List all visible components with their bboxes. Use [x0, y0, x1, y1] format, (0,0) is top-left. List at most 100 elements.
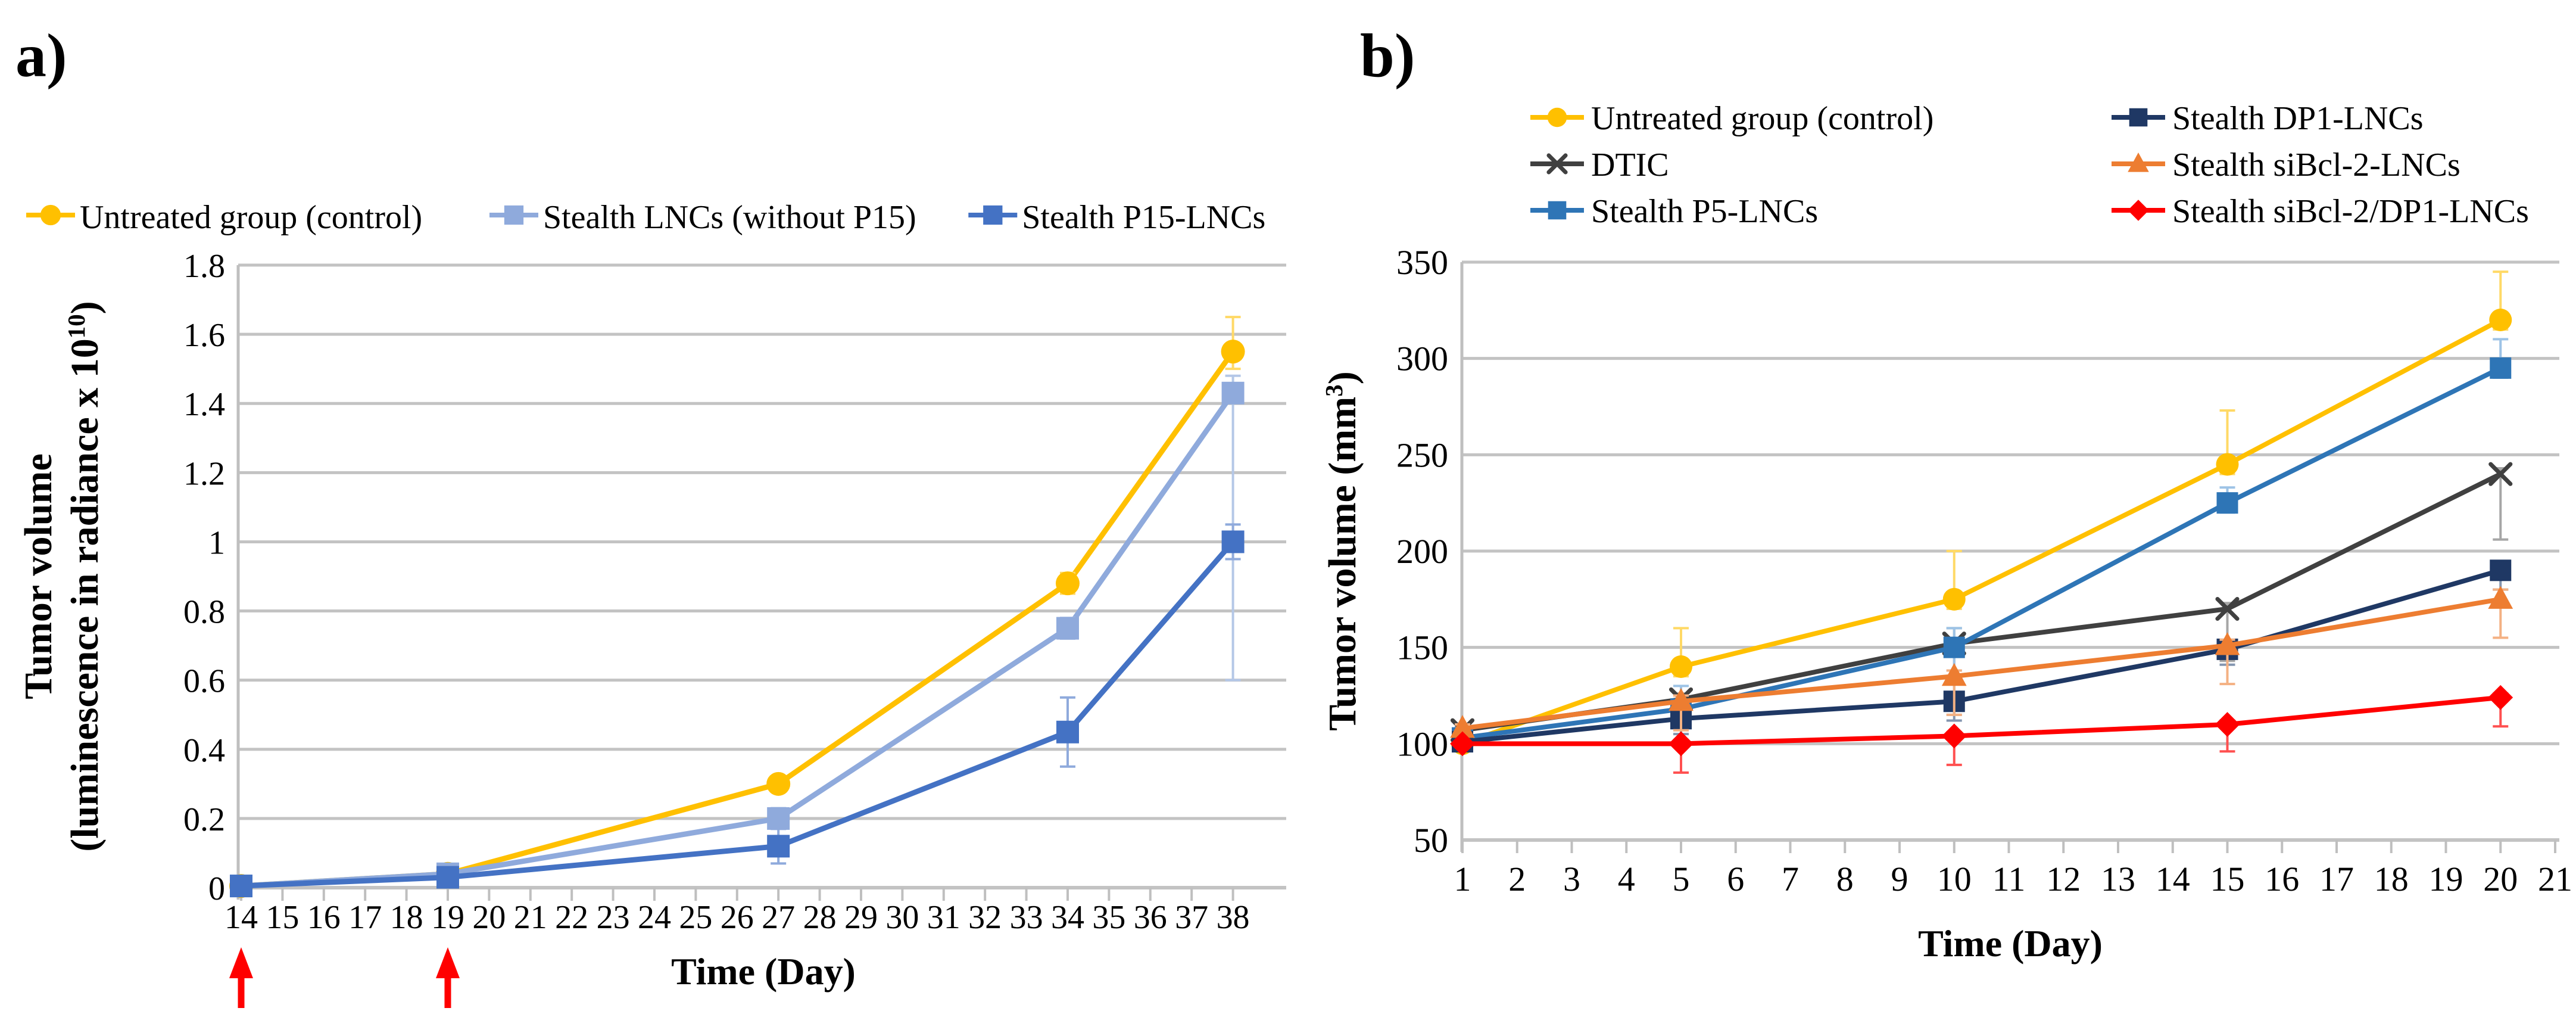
x-axis-ticks: 1 2 3 4 5 6 7 8 9 10 11 12 13 14 15 16 17 18 19 20 21 [1454, 840, 2572, 898]
data-point-stealth-sibcl-2-dp1-lncs-day-1 [1450, 731, 1475, 757]
error-bars-stealth-p15-lncs [439, 523, 1241, 882]
x-tick-label-1: 1 [1454, 860, 1471, 898]
legend-label: Untreated group (control) [80, 199, 422, 236]
legend-item-stealth-sibcl-2-lncs: Stealth siBcl-2-LNCs [2111, 147, 2460, 183]
x-tick-label-5: 5 [1672, 860, 1689, 898]
data-point-stealth-lncs-without-p15-day-38 [1221, 381, 1245, 405]
x-tick-label-38: 38 [1217, 899, 1250, 936]
x-tick-label-24: 24 [638, 899, 671, 936]
legend-marker-circle [1547, 107, 1567, 127]
data-point-untreated-group-control-day-20 [2489, 309, 2512, 331]
x-tick-label-36: 36 [1134, 899, 1167, 936]
legend-marker-square [504, 205, 524, 225]
legend-item-stealth-sibcl-2-dp1-lncs: Stealth siBcl-2/DP1-LNCs [2111, 193, 2529, 230]
legend: Untreated group (control) Stealth LNCs (w… [26, 199, 1265, 236]
y-tick-label-100: 100 [1396, 724, 1448, 763]
series-dtic [1450, 462, 2513, 742]
data-point-stealth-p15-lncs-day-27 [767, 835, 790, 858]
legend-marker-square [1548, 201, 1567, 220]
x-tick-label-32: 32 [968, 899, 1002, 936]
x-tick-label-8: 8 [1836, 860, 1854, 898]
x-tick-label-6: 6 [1727, 860, 1744, 898]
y-tick-label-300: 300 [1396, 340, 1448, 378]
data-point-stealth-p15-lncs-day-34 [1056, 720, 1079, 744]
data-point-untreated-group-control-day-34 [1055, 571, 1080, 596]
y-axis-title-line-1: Tumor volume (mm3) [1321, 371, 1364, 730]
data-point-stealth-p5-lncs-day-10 [1943, 636, 1965, 658]
x-axis-title: Time (Day) [671, 950, 856, 993]
treatment-arrows [229, 947, 460, 1008]
legend-label: Untreated group (control) [1591, 100, 1933, 137]
x-tick-label-14: 14 [2156, 860, 2190, 898]
y-axis-ticks: 50 100 150 200 250 300 350 [1396, 243, 1448, 860]
markers-stealth-dp1-lncs [1451, 559, 2512, 753]
x-tick-label-18: 18 [2374, 860, 2409, 898]
y-tick-label-350: 350 [1396, 243, 1448, 282]
legend: Untreated group (control) DTIC Stealth P5-… [1530, 100, 2529, 230]
data-point-stealth-p5-lncs-day-20 [2490, 357, 2512, 379]
data-point-stealth-p5-lncs-day-15 [2216, 492, 2238, 514]
data-point-untreated-group-control-day-38 [1221, 340, 1245, 364]
x-tick-label-29: 29 [844, 899, 878, 936]
panel-label: a) [15, 21, 67, 90]
error-bars-untreated-group-control [1454, 270, 2509, 751]
legend-item-stealth-p5-lncs: Stealth P5-LNCs [1530, 193, 1818, 230]
x-tick-label-17: 17 [2319, 860, 2354, 898]
series-stealth-sibcl-2-lncs [1450, 586, 2513, 738]
data-point-stealth-sibcl-2-lncs-day-1 [1450, 715, 1475, 738]
y-axis-title-line-1: Tumor volume [17, 453, 60, 699]
x-tick-label-3: 3 [1563, 860, 1580, 898]
x-tick-label-19: 19 [2428, 860, 2463, 898]
legend-label: Stealth siBcl-2/DP1-LNCs [2172, 193, 2529, 230]
x-tick-label-37: 37 [1175, 899, 1208, 936]
data-point-stealth-sibcl-2-lncs-day-20 [2488, 586, 2513, 609]
x-tick-label-35: 35 [1092, 899, 1125, 936]
series-line-stealth-sibcl-2-lncs [1462, 596, 2501, 731]
y-tick-label-1.2: 1.2 [183, 455, 225, 492]
data-point-untreated-group-control-day-10 [1942, 587, 1966, 611]
data-point-untreated-group-control-day-15 [2216, 453, 2239, 476]
panel-a-chart: 14 15 16 17 18 19 20 21 22 23 24 25 26 27 28 29 30 31 32 33… [15, 21, 1286, 1008]
data-point-untreated-group-control-day-27 [766, 772, 791, 796]
y-tick-label-50: 50 [1414, 821, 1448, 860]
y-tick-label-150: 150 [1396, 629, 1448, 667]
x-tick-label-7: 7 [1782, 860, 1799, 898]
x-tick-label-20: 20 [472, 899, 506, 936]
markers-dtic [1450, 462, 2513, 742]
markers-stealth-sibcl-2-lncs [1450, 586, 2513, 738]
data-point-stealth-sibcl-2-lncs-day-10 [1941, 662, 1967, 686]
injection-arrow-day-19 [435, 947, 460, 1008]
data-point-dtic-day-15 [2215, 596, 2240, 621]
series-line-dtic [1462, 472, 2502, 733]
panel-b-chart: 1 2 3 4 5 6 7 8 9 10 11 12 13 14 15 16 17 18 19 20 215010015… [1321, 21, 2572, 965]
legend-item-untreated-group-control: Untreated group (control) [1530, 100, 1933, 137]
error-bars-untreated-group-control [439, 316, 1241, 879]
legend-marker-square [983, 205, 1003, 225]
data-point-stealth-sibcl-2-dp1-lncs-day-15 [2215, 712, 2240, 737]
series-line-stealth-lncs-without-p15 [241, 391, 1236, 889]
gridlines [238, 263, 1286, 889]
gridlines [1461, 260, 2559, 842]
y-tick-label-0: 0 [208, 870, 225, 907]
x-tick-label-22: 22 [555, 899, 588, 936]
y-tick-label-250: 250 [1396, 435, 1448, 474]
legend-marker-diamond [2128, 200, 2149, 221]
x-tick-label-25: 25 [679, 899, 712, 936]
legend-item-stealth-p15-lncs: Stealth P15-LNCs [968, 199, 1265, 236]
legend-item-stealth-dp1-lncs: Stealth DP1-LNCs [2111, 100, 2424, 137]
x-tick-label-9: 9 [1891, 860, 1908, 898]
data-point-stealth-dp1-lncs-day-20 [2490, 559, 2512, 581]
markers-untreated-group-control [1451, 309, 2512, 755]
x-tick-label-4: 4 [1618, 860, 1635, 898]
y-tick-label-1.8: 1.8 [183, 248, 225, 285]
legend-label: DTIC [1591, 147, 1669, 183]
data-point-stealth-sibcl-2-lncs-day-5 [1669, 688, 1694, 711]
x-tick-label-18: 18 [390, 899, 423, 936]
x-tick-label-15: 15 [266, 899, 299, 936]
legend-label: Stealth DP1-LNCs [2172, 100, 2424, 137]
x-tick-label-19: 19 [431, 899, 464, 936]
legend-label: Stealth LNCs (without P15) [543, 199, 916, 236]
x-tick-label-34: 34 [1051, 899, 1084, 936]
x-tick-label-17: 17 [348, 899, 382, 936]
